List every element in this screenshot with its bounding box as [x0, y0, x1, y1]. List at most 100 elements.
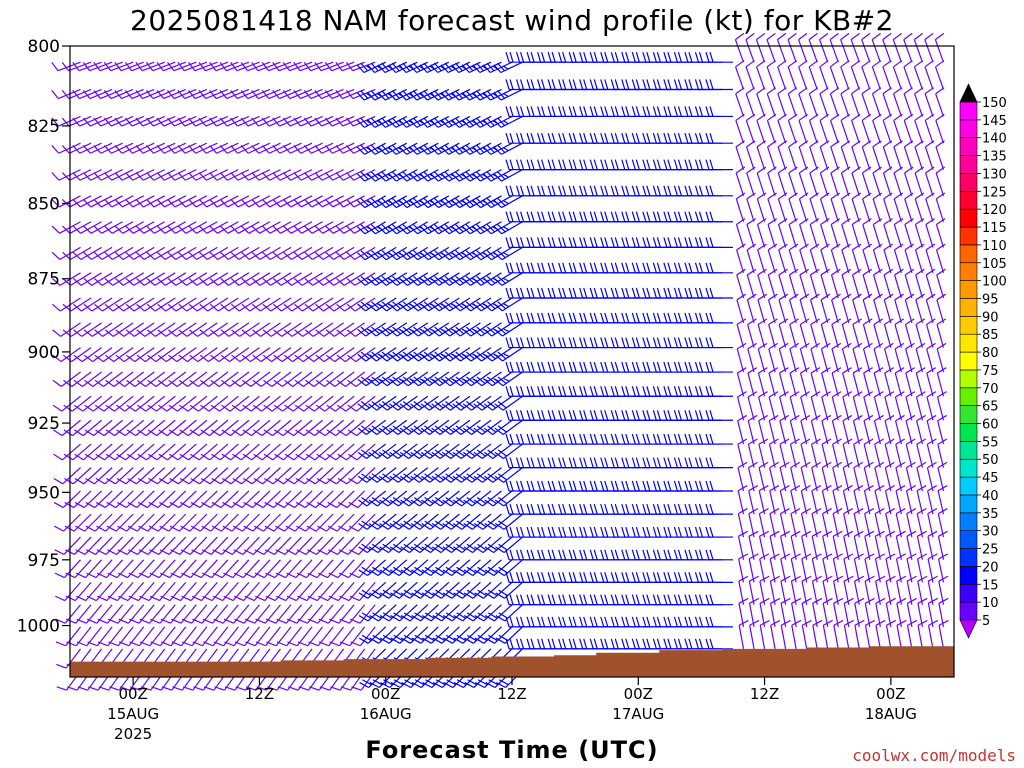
barb-staff [482, 513, 502, 530]
wind-barb [346, 322, 376, 337]
barb-feather [515, 287, 521, 299]
barb-feather [360, 401, 370, 409]
barb-feather [367, 252, 377, 261]
barb-feather [168, 379, 178, 387]
barb-feather [52, 404, 63, 412]
barb-feather [455, 250, 464, 259]
barb-staff [174, 115, 197, 127]
barb-feather [336, 379, 346, 387]
barb-staff [195, 115, 218, 127]
barb-feather [445, 634, 456, 642]
barb-feather [93, 251, 103, 260]
barb-feather [97, 618, 108, 624]
barb-staff [279, 88, 302, 100]
barb-feather [272, 277, 282, 286]
wind-barb [282, 169, 313, 181]
wind-barb [137, 467, 166, 485]
barb-feather [198, 117, 207, 127]
wind-barb [325, 246, 355, 261]
barb-staff [314, 443, 334, 461]
barb-feather [272, 225, 281, 234]
barb-feather [419, 173, 429, 182]
wind-barbs-layer [51, 32, 949, 691]
wind-barb [64, 467, 92, 485]
barb-feather [178, 329, 188, 337]
barb-feather [367, 199, 376, 208]
barb-feather [445, 449, 455, 457]
wind-barb [358, 581, 387, 599]
wind-barb [104, 169, 134, 181]
barb-staff [321, 115, 344, 127]
barb-feather [377, 92, 386, 101]
barb-feather [51, 90, 59, 99]
barb-feather [579, 594, 584, 605]
wind-barb [389, 536, 418, 554]
barb-feather [505, 549, 510, 560]
barb-feather [456, 543, 466, 551]
barb-feather [136, 329, 146, 337]
barb-staff [89, 88, 113, 100]
barb-feather [297, 595, 308, 602]
barb-staff [167, 443, 187, 461]
barb-feather [526, 185, 531, 196]
barb-feather [83, 225, 92, 234]
wind-barb [159, 536, 187, 556]
barb-staff [124, 395, 145, 412]
barb-feather [519, 133, 525, 144]
barb-staff [146, 490, 166, 509]
barb-feather [402, 144, 411, 153]
barb-feather [600, 594, 605, 605]
wind-barb [136, 272, 166, 286]
wind-barb [293, 61, 323, 72]
barb-feather [505, 211, 510, 222]
barb-feather [51, 62, 59, 72]
barb-feather [360, 117, 369, 126]
barb-feather [400, 569, 410, 577]
barb-feather [171, 618, 182, 624]
barb-feather [537, 386, 542, 397]
barb-feather [583, 287, 588, 299]
barb-staff [178, 513, 197, 532]
barb-feather [325, 303, 335, 312]
wind-barb [368, 395, 397, 411]
wind-barb [452, 419, 481, 435]
wind-barb [285, 513, 313, 532]
barb-feather [390, 592, 400, 599]
wind-barb [104, 297, 134, 312]
barb-staff [323, 297, 344, 312]
barb-feather [282, 62, 291, 72]
barb-feather [434, 250, 443, 259]
barb-feather [558, 211, 563, 222]
barb-feather [382, 520, 392, 528]
barb-feather [503, 252, 510, 257]
wind-barb [421, 513, 450, 530]
barb-feather [547, 457, 552, 468]
wind-barb [493, 195, 523, 209]
wind-barb [178, 371, 208, 387]
wind-barb [336, 347, 366, 363]
barb-feather [455, 275, 464, 284]
barb-feather [503, 120, 509, 125]
barb-feather [593, 549, 598, 560]
barb-staff [176, 371, 197, 387]
barb-feather [286, 572, 297, 579]
barb-feather [294, 404, 305, 412]
barb-feather [530, 616, 535, 628]
barb-staff [218, 371, 239, 387]
barb-feather [360, 376, 370, 384]
barb-staff [259, 272, 281, 286]
wind-barb [210, 322, 239, 337]
barb-staff [163, 88, 186, 100]
barb-feather [95, 501, 106, 509]
barb-feather [430, 303, 440, 312]
barb-feather [604, 79, 609, 90]
barb-feather [600, 337, 605, 348]
wind-barb [367, 371, 397, 387]
barb-feather [240, 172, 249, 181]
barb-feather [400, 499, 410, 507]
barb-feather [252, 329, 262, 337]
wind-barb [220, 371, 250, 387]
barb-feather [388, 328, 398, 337]
wind-barb [283, 195, 313, 208]
wind-barb [221, 467, 250, 485]
